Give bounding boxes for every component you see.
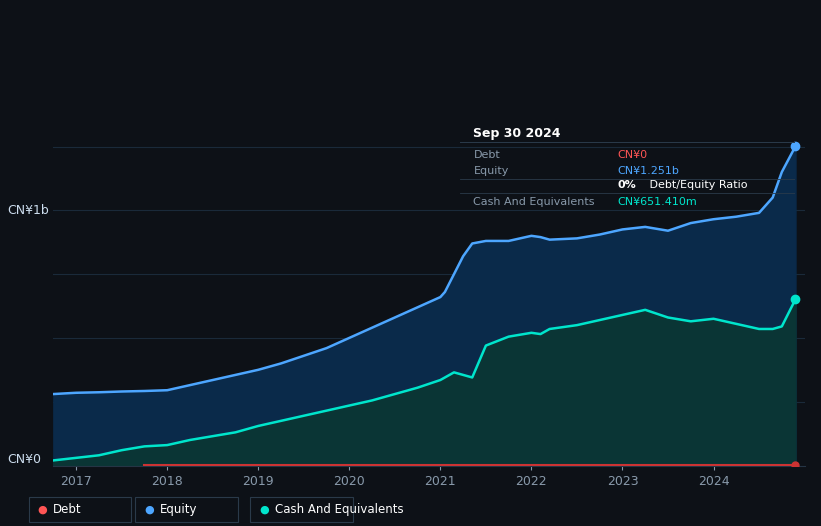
Text: Sep 30 2024: Sep 30 2024 (474, 127, 561, 140)
Text: Debt: Debt (53, 503, 82, 516)
Text: CN¥1b: CN¥1b (7, 204, 48, 217)
Text: CN¥1.251b: CN¥1.251b (617, 166, 679, 176)
Text: CN¥0: CN¥0 (617, 150, 648, 160)
Text: Equity: Equity (160, 503, 198, 516)
Text: Debt: Debt (474, 150, 500, 160)
Text: Equity: Equity (474, 166, 509, 176)
Text: Cash And Equivalents: Cash And Equivalents (275, 503, 404, 516)
Text: CN¥0: CN¥0 (7, 452, 41, 466)
Text: Debt/Equity Ratio: Debt/Equity Ratio (646, 180, 747, 190)
Text: 0%: 0% (617, 180, 636, 190)
Text: Cash And Equivalents: Cash And Equivalents (474, 197, 595, 207)
Text: CN¥651.410m: CN¥651.410m (617, 197, 697, 207)
Text: ●: ● (259, 504, 269, 515)
Text: ●: ● (144, 504, 154, 515)
Text: ●: ● (38, 504, 48, 515)
